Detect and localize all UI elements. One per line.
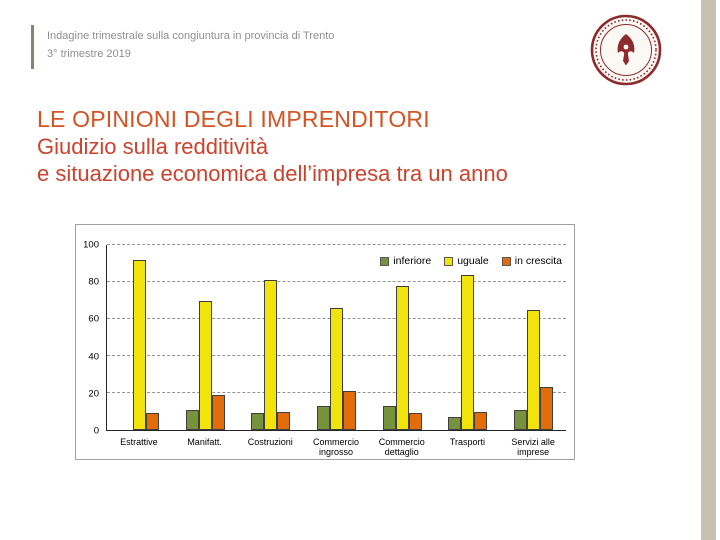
bar-in-crescita (211, 394, 225, 430)
bar-inferiore (448, 417, 462, 430)
bar-group-4 (304, 245, 370, 430)
header-accent-rule (31, 25, 34, 69)
y-tick-label: 0 (93, 425, 99, 437)
bar-inferiore (513, 409, 527, 430)
x-tick-label: Servizi alle imprese (511, 437, 555, 457)
legend-swatch (501, 256, 511, 266)
header-line-1: Indagine trimestrale sulla congiuntura i… (47, 30, 335, 42)
x-tick-label: Estrattive (120, 437, 158, 447)
bar-group-7 (500, 245, 566, 430)
bar-uguale (526, 309, 540, 430)
bar-uguale (330, 307, 344, 430)
page-title: LE OPINIONI DEGLI IMPRENDITORI (37, 106, 430, 132)
bar-uguale (395, 285, 409, 430)
y-tick-label: 20 (88, 388, 99, 400)
gridline-100 (107, 244, 566, 245)
title-block: LE OPINIONI DEGLI IMPRENDITORI Giudizio … (37, 105, 617, 187)
y-tick-label: 80 (88, 276, 99, 288)
x-tick-label: Costruzioni (247, 437, 293, 447)
legend-item: inferiore (380, 255, 431, 267)
legend-item: in crescita (501, 255, 562, 267)
university-seal-logo (590, 14, 662, 86)
bar-in-crescita (408, 413, 422, 430)
bar-in-crescita (146, 413, 160, 430)
bar-in-crescita (277, 411, 291, 430)
bar-inferiore (251, 413, 265, 430)
bar-uguale (461, 274, 475, 430)
bar-group-6 (435, 245, 501, 430)
bar-group-1 (107, 245, 173, 430)
page-subtitle-2: e situazione economica dell’impresa tra … (37, 161, 508, 186)
page-subtitle-1: Giudizio sulla redditività (37, 134, 269, 159)
legend-label: in crescita (514, 255, 562, 267)
x-tick-label: Commercio dettaglio (378, 437, 425, 457)
bar-inferiore (185, 409, 199, 430)
legend-item: uguale (444, 255, 489, 267)
y-axis-labels: 0 20 40 60 80 100 (76, 240, 103, 437)
header-line-2: 3° trimestre 2019 (47, 48, 131, 60)
legend-label: uguale (457, 255, 489, 267)
bar-uguale (133, 259, 147, 430)
gridline-80 (107, 281, 566, 282)
bar-inferiore (317, 405, 331, 430)
bar-uguale (264, 280, 278, 430)
bar-in-crescita (474, 411, 488, 430)
bar-chart: 0 20 40 60 80 100 Estrattive Manifatt. Costruzi… (75, 224, 575, 460)
bar-group-5 (369, 245, 435, 430)
bar-uguale (198, 300, 212, 430)
chart-legend: inferiore uguale in crescita (380, 255, 562, 267)
bar-group-2 (173, 245, 239, 430)
legend-swatch (380, 256, 390, 266)
bar-inferiore (382, 405, 396, 430)
y-tick-label: 60 (88, 313, 99, 325)
plot-area (106, 244, 566, 431)
x-tick-label: Trasporti (449, 437, 486, 447)
x-axis-labels: Estrattive Manifatt. Costruzioni Commercio … (106, 434, 566, 457)
bar-in-crescita (343, 391, 357, 430)
legend-swatch (444, 256, 454, 266)
slide-right-border (701, 0, 716, 540)
x-tick-label: Manifatt. (187, 437, 222, 447)
y-tick-label: 40 (88, 351, 99, 363)
seal-icon (590, 14, 662, 86)
slide-header: Indagine trimestrale sulla congiuntura i… (47, 27, 334, 63)
y-tick-label: 100 (83, 239, 99, 251)
bar-in-crescita (539, 387, 553, 430)
x-tick-label: Commercio ingrosso (313, 437, 360, 457)
bar-group-3 (238, 245, 304, 430)
legend-label: inferiore (393, 255, 432, 267)
